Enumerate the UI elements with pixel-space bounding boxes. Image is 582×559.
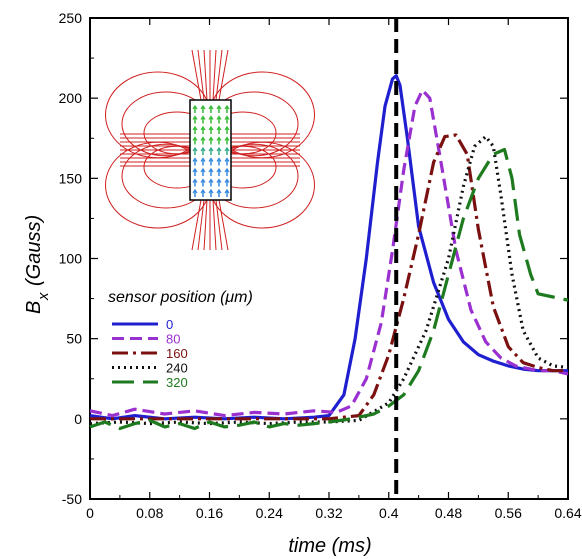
y-tick-label: 0 [74,411,82,427]
x-tick-label: 0.16 [196,505,223,521]
dipole-field-inset-icon [105,49,315,251]
series-line-240 [89,135,569,426]
x-axis-label: time (ms) [288,535,371,557]
y-axis-label-unit: (Gauss) [23,215,45,286]
x-tick-labels: 0 0.08 0.16 0.24 0.32 0.4 0.48 0.56 0.64 [86,505,582,521]
y-tick-label: 100 [59,251,83,267]
series-line-320 [89,147,569,431]
y-axis-label-sub: x [35,292,52,301]
series-line-160 [90,133,568,421]
x-tick-label: 0.56 [495,505,522,521]
legend-label-80: 80 [166,332,180,347]
y-tick-label: 150 [59,170,83,186]
x-tick-label: 0.24 [256,505,283,521]
x-tick-label: 0.64 [554,505,581,521]
y-tick-label: 250 [59,10,83,26]
legend-title: sensor position (μm) [108,289,253,306]
legend-label-160: 160 [166,346,188,361]
y-tick-label: 200 [59,90,83,106]
axis-ticks [89,17,569,500]
y-axis-label-main: B [23,301,45,314]
legend-label-0: 0 [166,317,173,332]
x-tick-label: 0.08 [136,505,163,521]
x-tick-label: 0.4 [379,505,399,521]
x-tick-label: 0 [86,505,94,521]
series-line-80 [89,88,569,418]
legend-label-240: 240 [166,361,188,376]
y-tick-label: 50 [66,331,82,347]
x-tick-label: 0.32 [315,505,342,521]
y-tick-label: -50 [62,491,82,507]
series-layer [89,74,569,431]
legend-label-320: 320 [166,375,188,390]
y-axis-label: B x (Gauss) [23,215,52,314]
x-tick-label: 0.48 [435,505,462,521]
y-tick-labels: -50 0 50 100 150 200 250 [59,10,83,507]
